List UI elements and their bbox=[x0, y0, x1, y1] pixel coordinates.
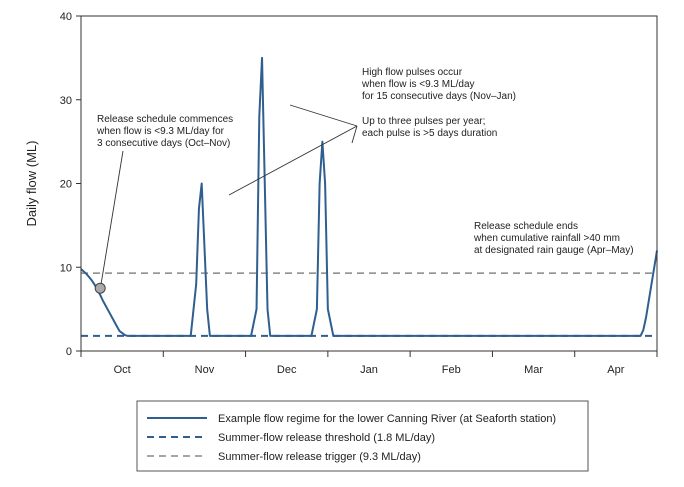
annotation-ends-line: at designated rain gauge (Apr–May) bbox=[474, 245, 634, 256]
legend-flow-label: Example flow regime for the lower Cannin… bbox=[218, 413, 556, 425]
y-tick-label: 0 bbox=[66, 346, 72, 358]
leader-pulse-3 bbox=[351, 125, 358, 144]
annotation-commence-line: when flow is <9.3 ML/day for bbox=[96, 126, 225, 137]
x-tick-label-jan: Jan bbox=[360, 364, 378, 376]
y-tick-label: 20 bbox=[60, 179, 72, 191]
y-tick-label: 30 bbox=[60, 95, 72, 107]
plot-layer bbox=[80, 56, 658, 337]
legend-trigger-label: Summer-flow release trigger (9.3 ML/day) bbox=[218, 451, 421, 463]
annotation-three-line: each pulse is >5 days duration bbox=[362, 128, 497, 139]
leader-commence bbox=[100, 150, 124, 284]
x-tick-label-apr: Apr bbox=[607, 364, 624, 376]
legend-threshold-label: Summer-flow release threshold (1.8 ML/da… bbox=[218, 432, 435, 444]
annotation-three-line: Up to three pulses per year; bbox=[362, 116, 485, 127]
annotation-pulses-line: for 15 consecutive days (Nov–Jan) bbox=[362, 91, 516, 102]
annotation-pulses-line: High flow pulses occur bbox=[362, 67, 463, 78]
x-tick-label-feb: Feb bbox=[442, 364, 461, 376]
annotation-commence-line: 3 consecutive days (Oct–Nov) bbox=[97, 138, 230, 149]
annotation-commence-line: Release schedule commences bbox=[97, 114, 233, 125]
y-tick-label: 40 bbox=[60, 11, 72, 23]
axes: 0 10 20 30 40 Daily flow (ML) Oct Nov Dec Jan Feb M… bbox=[24, 11, 658, 376]
leader-pulse-1 bbox=[228, 125, 358, 196]
commence-marker bbox=[94, 282, 106, 294]
flow-series-line bbox=[80, 56, 658, 337]
x-tick-label-dec: Dec bbox=[277, 364, 297, 376]
y-tick-label: 10 bbox=[60, 262, 72, 274]
leader-pulse-2 bbox=[289, 104, 358, 127]
legend-box bbox=[136, 400, 589, 472]
x-tick-label-mar: Mar bbox=[524, 364, 543, 376]
annotation-ends-line: Release schedule ends bbox=[474, 221, 578, 232]
x-tick-label-nov: Nov bbox=[195, 364, 215, 376]
x-tick-label-oct: Oct bbox=[114, 364, 131, 376]
legend: Example flow regime for the lower Cannin… bbox=[136, 400, 589, 472]
y-axis-title: Daily flow (ML) bbox=[24, 141, 39, 227]
annotation-pulses-line: when flow is <9.3 ML/day bbox=[361, 79, 475, 90]
annotation-ends-line: when cumulative rainfall >40 mm bbox=[473, 233, 620, 244]
